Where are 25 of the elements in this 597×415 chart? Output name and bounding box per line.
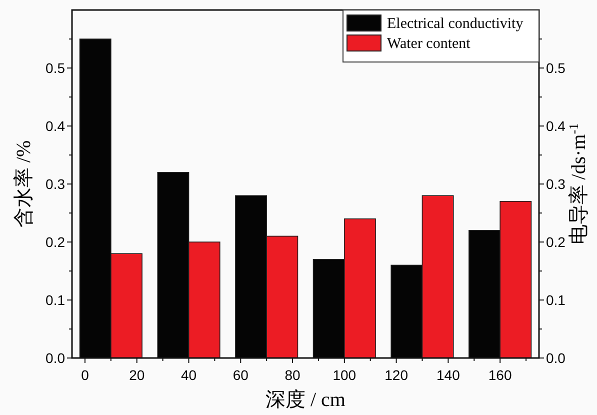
y-tick-label: 0.3: [46, 176, 66, 192]
y-tick-label: 0.1: [46, 292, 66, 308]
x-tick-label: 160: [488, 367, 512, 383]
y-tick-label: 0.0: [46, 350, 66, 366]
x-tick-label: 20: [129, 367, 145, 383]
x-tick-label: 80: [284, 367, 301, 383]
legend-label: Electrical conductivity: [387, 16, 524, 32]
x-tick-label: 40: [180, 367, 197, 383]
y-tick-label: 0.2: [46, 234, 66, 250]
x-tick-label: 100: [332, 367, 356, 383]
y2-tick-label: 0.3: [546, 176, 566, 192]
legend-label: Water content: [387, 36, 472, 52]
y-axis-title: 含水率 /%: [13, 140, 35, 228]
x-tick-label: 60: [232, 367, 249, 383]
y2-tick-label: 0.1: [546, 292, 566, 308]
y2-tick-label: 0.0: [546, 350, 566, 366]
y-tick-label: 0.5: [46, 60, 66, 76]
y2-tick-label: 0.4: [546, 118, 566, 134]
x-axis-title: 深度 / cm: [266, 389, 346, 411]
y2-tick-label: 0.2: [546, 234, 566, 250]
x-tick-label: 140: [436, 367, 460, 383]
x-tick-label: 0: [81, 367, 90, 383]
y-tick-label: 0.4: [46, 118, 66, 134]
x-tick-label: 120: [384, 367, 408, 383]
y2-tick-label: 0.5: [546, 60, 566, 76]
